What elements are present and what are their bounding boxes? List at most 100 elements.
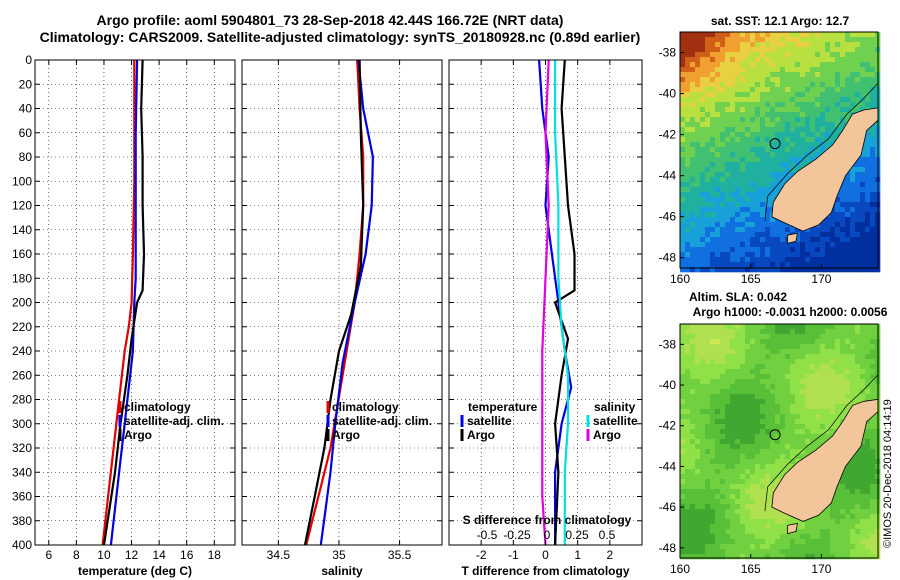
raster-cell: [815, 92, 821, 98]
raster-cell: [755, 549, 761, 555]
raster-cell: [765, 157, 771, 163]
raster-cell: [755, 514, 761, 520]
raster-cell: [715, 177, 721, 183]
raster-cell: [720, 107, 726, 113]
raster-cell: [705, 409, 711, 415]
raster-cell: [700, 107, 706, 113]
raster-cell: [695, 334, 701, 340]
raster-cell: [680, 369, 686, 375]
raster-cell: [770, 217, 776, 223]
raster-cell: [815, 354, 821, 360]
raster-cell: [725, 87, 731, 93]
raster-cell: [690, 479, 696, 485]
raster-cell: [860, 47, 866, 53]
raster-cell: [725, 107, 731, 113]
raster-cell: [740, 167, 746, 173]
raster-cell: [700, 97, 706, 103]
raster-cell: [770, 344, 776, 350]
raster-cell: [765, 152, 771, 158]
raster-cell: [865, 97, 871, 103]
raster-cell: [755, 257, 761, 263]
raster-cell: [680, 439, 686, 445]
raster-cell: [740, 107, 746, 113]
raster-cell: [690, 177, 696, 183]
raster-cell: [780, 242, 786, 248]
raster-cell: [840, 499, 846, 505]
raster-cell: [735, 237, 741, 243]
raster-cell: [840, 489, 846, 495]
raster-cell: [755, 399, 761, 405]
raster-cell: [680, 67, 686, 73]
y-tick-label: 80: [19, 150, 33, 164]
raster-cell: [860, 77, 866, 83]
raster-cell: [725, 464, 731, 470]
raster-cell: [740, 142, 746, 148]
raster-cell: [810, 359, 816, 365]
raster-cell: [740, 257, 746, 263]
raster-cell: [750, 112, 756, 118]
raster-cell: [720, 92, 726, 98]
raster-cell: [760, 524, 766, 530]
raster-cell: [715, 474, 721, 480]
raster-cell: [705, 549, 711, 555]
raster-cell: [730, 247, 736, 253]
raster-cell: [770, 509, 776, 515]
raster-cell: [845, 349, 851, 355]
raster-cell: [770, 384, 776, 390]
raster-cell: [700, 132, 706, 138]
raster-cell: [795, 167, 801, 173]
raster-cell: [860, 499, 866, 505]
raster-cell: [830, 212, 836, 218]
raster-cell: [830, 374, 836, 380]
raster-cell: [730, 227, 736, 233]
raster-cell: [685, 42, 691, 48]
raster-cell: [720, 344, 726, 350]
raster-cell: [790, 102, 796, 108]
raster-cell: [690, 484, 696, 490]
raster-cell: [705, 147, 711, 153]
raster-cell: [830, 57, 836, 63]
raster-cell: [750, 132, 756, 138]
raster-cell: [735, 157, 741, 163]
raster-cell: [760, 534, 766, 540]
raster-cell: [765, 207, 771, 213]
raster-cell: [855, 469, 861, 475]
raster-cell: [785, 364, 791, 370]
raster-cell: [700, 62, 706, 68]
raster-cell: [825, 364, 831, 370]
raster-cell: [705, 514, 711, 520]
raster-cell: [715, 324, 721, 330]
raster-cell: [750, 369, 756, 375]
raster-cell: [740, 404, 746, 410]
raster-cell: [830, 132, 836, 138]
raster-cell: [730, 339, 736, 345]
raster-cell: [875, 267, 881, 273]
raster-cell: [680, 479, 686, 485]
raster-cell: [800, 549, 806, 555]
raster-cell: [860, 257, 866, 263]
raster-cell: [705, 172, 711, 178]
raster-cell: [700, 469, 706, 475]
raster-cell: [730, 97, 736, 103]
raster-cell: [770, 152, 776, 158]
raster-cell: [820, 257, 826, 263]
x-tick-label: -2: [476, 548, 487, 562]
raster-cell: [730, 389, 736, 395]
raster-cell: [725, 419, 731, 425]
map-y-tick-label: -40: [659, 87, 677, 101]
raster-cell: [750, 67, 756, 73]
raster-cell: [830, 262, 836, 268]
raster-cell: [800, 454, 806, 460]
raster-cell: [810, 267, 816, 273]
depth-contour: [764, 83, 879, 221]
raster-cell: [760, 157, 766, 163]
raster-cell: [855, 242, 861, 248]
raster-cell: [765, 132, 771, 138]
raster-cell: [850, 389, 856, 395]
raster-cell: [830, 504, 836, 510]
raster-cell: [730, 62, 736, 68]
raster-cell: [870, 127, 876, 133]
raster-cell: [840, 247, 846, 253]
raster-cell: [795, 424, 801, 430]
raster-cell: [685, 479, 691, 485]
